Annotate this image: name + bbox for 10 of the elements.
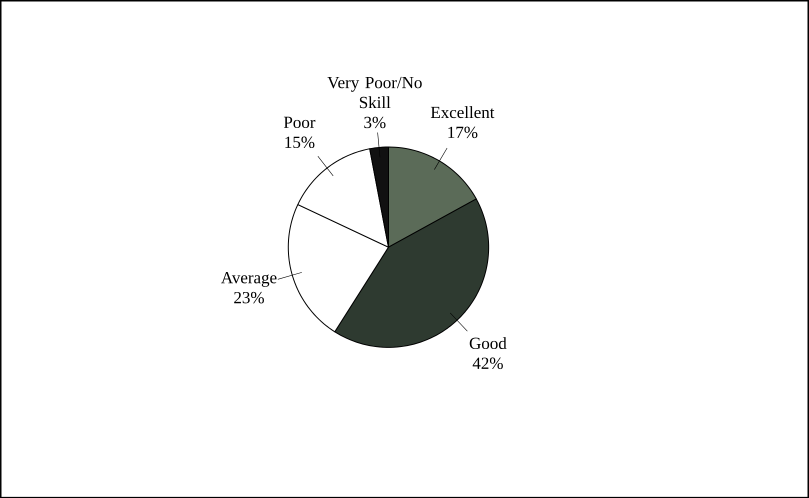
data-label: 23%	[234, 292, 264, 304]
data-label: 15%	[285, 136, 314, 148]
slice-label: Very Poor/No Skill	[327, 76, 422, 108]
data-label: 42%	[472, 357, 503, 369]
slice-label: Average	[221, 272, 276, 287]
data-label: 17%	[448, 126, 478, 138]
data-label: 3%	[364, 116, 386, 128]
slice-label: Good	[470, 336, 507, 349]
slice-label: Poor	[284, 116, 316, 128]
slice-label: Excellent	[430, 106, 494, 118]
